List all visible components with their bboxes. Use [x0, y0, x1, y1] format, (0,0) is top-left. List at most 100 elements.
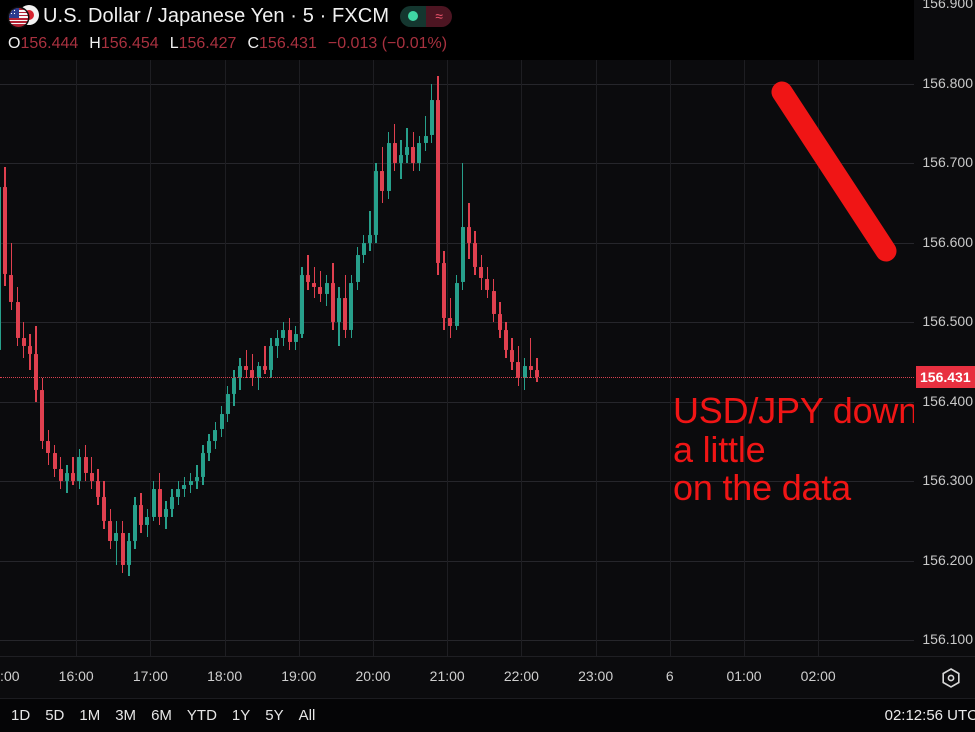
candle [417, 60, 422, 656]
candle-body [163, 509, 168, 517]
price-axis[interactable]: 156.431 156.900 156.800 156.700 156.600 156.… [914, 0, 975, 656]
candle-body [201, 453, 205, 478]
time-tick-label: 01:00 [726, 668, 762, 684]
candle-body [3, 187, 8, 275]
candle [386, 60, 391, 656]
range-button-1d[interactable]: 1D [11, 707, 31, 724]
range-button-1m[interactable]: 1M [79, 707, 101, 724]
range-button-5d[interactable]: 5D [45, 707, 65, 724]
candle [361, 60, 366, 656]
candle [299, 60, 304, 656]
candle [256, 60, 261, 656]
candle [201, 60, 205, 656]
candle-body [374, 171, 379, 235]
candle-wick [369, 211, 371, 251]
ohlc-close: C156.431 [247, 35, 316, 53]
ohlc-high-key: H [89, 35, 101, 52]
price-tick-label: 156.400 [922, 392, 973, 409]
candle [194, 60, 199, 656]
candle [114, 60, 119, 656]
candle-wick [245, 350, 247, 378]
crosshair-target-icon[interactable] [940, 667, 962, 689]
candle [423, 60, 428, 656]
price-tick-label: 156.800 [922, 74, 973, 91]
candle-body [15, 302, 20, 339]
time-tick-label: 23:00 [578, 668, 614, 684]
candle-wick [72, 457, 74, 486]
candle [83, 60, 88, 656]
candle [466, 60, 471, 656]
candle-wick [449, 298, 451, 339]
candle [435, 60, 440, 656]
candle [287, 60, 292, 656]
candle-body [71, 473, 76, 482]
gridline-vertical [818, 60, 820, 656]
symbol-title[interactable]: U.S. Dollar / Japanese Yen · 5 · FXCM [43, 4, 390, 27]
range-button-3m[interactable]: 3M [115, 707, 137, 724]
candle-body [213, 429, 218, 442]
candle [120, 60, 125, 656]
ohlc-change: −0.013 (−0.01%) [327, 35, 448, 52]
time-axis[interactable]: 15:00 16:00 17:00 18:00 19:00 20:00 21:00 22:00… [0, 656, 975, 698]
candle-body [528, 365, 533, 370]
range-button-5y[interactable]: 5Y [265, 707, 284, 724]
candle [454, 60, 459, 656]
candle-body [522, 365, 527, 378]
price-tick-label: 156.200 [922, 551, 973, 568]
candle-wick [264, 346, 266, 374]
gridline-horizontal [0, 83, 914, 85]
candle-body [238, 365, 243, 378]
candle-body [534, 369, 539, 378]
candle-body [52, 453, 57, 470]
range-button-6m[interactable]: 6M [151, 707, 172, 724]
gridline-vertical [150, 60, 152, 656]
candle [139, 60, 144, 656]
price-tick-label: 156.700 [922, 154, 973, 171]
candle [306, 60, 311, 656]
status-badge[interactable]: ≈ [400, 5, 453, 27]
candlestick-chart[interactable]: USD/JPY down a little on the data [0, 60, 914, 656]
candle-body [491, 290, 496, 315]
range-button-1y[interactable]: 1Y [231, 707, 251, 724]
gridline-horizontal [0, 401, 914, 403]
candle-body [170, 497, 174, 509]
us-flag-icon [9, 8, 28, 27]
candle-body [392, 143, 397, 164]
candle [528, 60, 533, 656]
candle-wick [462, 163, 464, 291]
candle-body [77, 457, 82, 482]
candle [108, 60, 113, 656]
candle [473, 60, 477, 656]
candle-body [27, 346, 32, 354]
candle [238, 60, 243, 656]
candle [52, 60, 57, 656]
time-tick-label: 6 [665, 668, 674, 684]
time-tick-label: 15:00 [0, 668, 20, 684]
gridline-vertical [447, 60, 449, 656]
candle-wick [307, 254, 309, 291]
candle [485, 60, 490, 656]
candle-body [454, 282, 459, 327]
time-tick-label: 20:00 [355, 668, 391, 684]
candle-body [380, 171, 385, 192]
range-button-ytd[interactable]: YTD [186, 707, 217, 724]
candle-body [442, 262, 447, 319]
ohlc-high: H156.454 [89, 35, 158, 53]
candle [281, 60, 286, 656]
candle [392, 60, 397, 656]
candle [405, 60, 409, 656]
candle [58, 60, 63, 656]
price-tick-label: 156.300 [922, 472, 973, 489]
range-button-all[interactable]: All [298, 707, 316, 724]
candle [176, 60, 181, 656]
candle [398, 60, 403, 656]
candle [516, 60, 521, 656]
candle-body [102, 497, 106, 521]
candle-wick [424, 115, 427, 152]
candle [262, 60, 267, 656]
candle [182, 60, 187, 656]
candle-body [287, 330, 292, 343]
candle [330, 60, 335, 656]
candle [460, 60, 465, 656]
candle [213, 60, 218, 656]
